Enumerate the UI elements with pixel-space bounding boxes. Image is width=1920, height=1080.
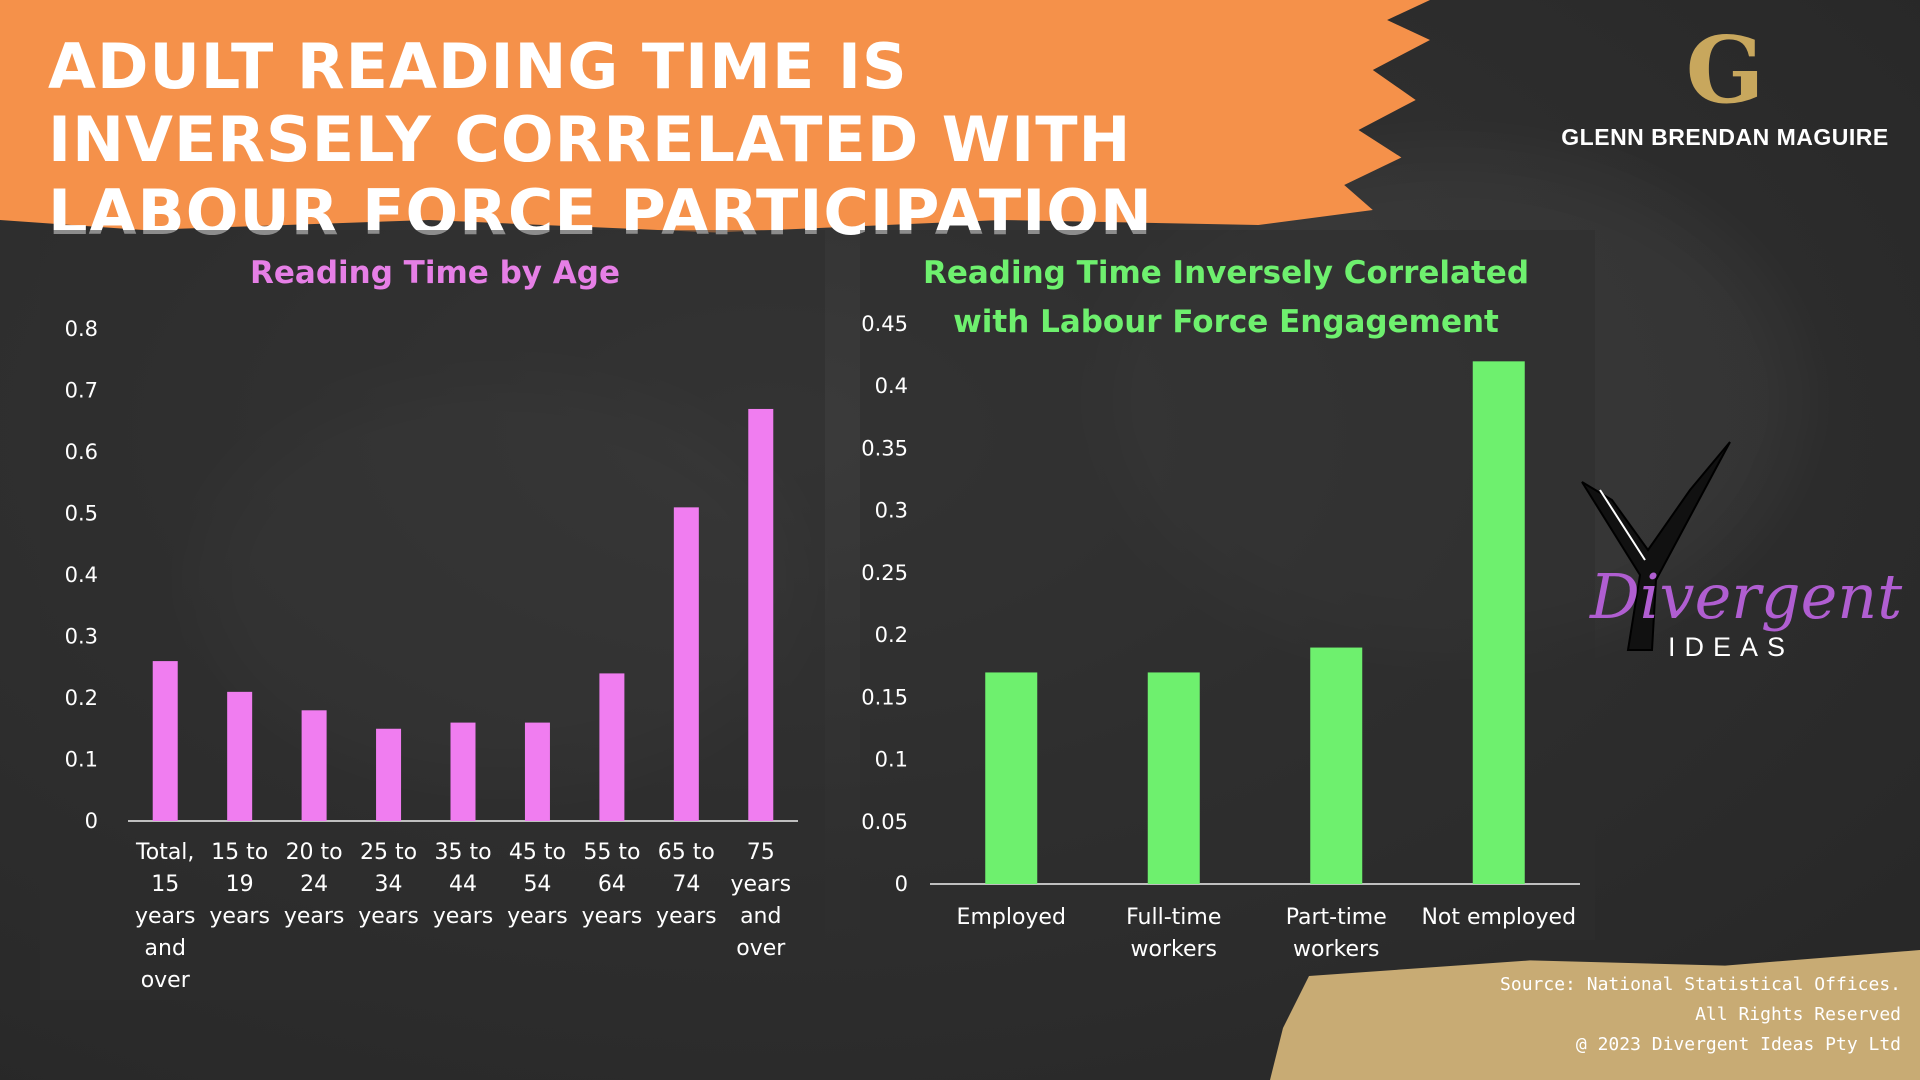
page-title: ADULT READING TIME IS INVERSELY CORRELAT… xyxy=(48,30,1153,249)
x-category-label: 15 xyxy=(151,872,179,897)
chart-title: Reading Time Inversely Correlated xyxy=(923,255,1529,291)
x-category-label: years xyxy=(433,904,494,929)
x-category-label: Part-time xyxy=(1286,905,1387,930)
x-category-label: Employed xyxy=(957,905,1066,930)
y-tick-label: 0.1 xyxy=(65,748,98,772)
x-category-label: over xyxy=(736,936,786,961)
x-category-label: Total, xyxy=(135,840,194,865)
y-tick-label: 0.4 xyxy=(875,374,908,398)
y-tick-label: 0.6 xyxy=(65,440,98,464)
ideas-wordmark: IDEAS xyxy=(1668,632,1795,662)
x-category-label: years xyxy=(582,904,643,929)
bar xyxy=(524,722,550,821)
chart-panel xyxy=(860,230,1595,940)
x-category-label: 55 to xyxy=(583,840,640,865)
x-category-label: 20 to xyxy=(286,840,343,865)
y-tick-label: 0.7 xyxy=(65,379,98,403)
y-tick-label: 0.4 xyxy=(65,563,98,587)
x-category-label: workers xyxy=(1131,937,1218,962)
y-tick-label: 0.8 xyxy=(65,317,98,341)
x-category-label: years xyxy=(507,904,568,929)
x-category-label: years xyxy=(731,872,792,897)
x-category-label: 75 xyxy=(747,840,775,865)
copyright-line: @ 2023 Divergent Ideas Pty Ltd xyxy=(1575,1034,1901,1055)
x-category-label: years xyxy=(135,904,196,929)
divergent-ideas-logo xyxy=(1581,441,1731,651)
y-tick-label: 0.3 xyxy=(875,499,908,523)
x-category-label: 24 xyxy=(300,872,328,897)
bar xyxy=(1472,361,1525,884)
x-category-label: 44 xyxy=(449,872,477,897)
x-category-label: 54 xyxy=(523,872,551,897)
bar xyxy=(1147,672,1200,884)
x-category-label: years xyxy=(358,904,419,929)
y-tick-label: 0 xyxy=(85,809,98,833)
source-note: Source: National Statistical Offices. Al… xyxy=(1500,970,1901,1060)
divergent-wordmark: Divergent xyxy=(1590,560,1903,633)
y-tick-label: 0.45 xyxy=(861,312,908,336)
bar xyxy=(748,408,774,821)
brand-logo: G xyxy=(1685,16,1765,124)
x-category-label: over xyxy=(141,968,191,993)
title-banner xyxy=(0,0,1430,233)
y-tick-label: 0.5 xyxy=(65,502,98,526)
x-category-label: Not employed xyxy=(1421,905,1576,930)
bar xyxy=(301,710,327,821)
y-tick-label: 0.3 xyxy=(65,625,98,649)
bar xyxy=(599,673,625,821)
bar xyxy=(673,507,699,821)
x-category-label: 35 to xyxy=(434,840,491,865)
x-category-label: Full-time xyxy=(1126,905,1221,930)
y-tick-label: 0.05 xyxy=(861,810,908,834)
x-category-label: workers xyxy=(1293,937,1380,962)
x-category-label: years xyxy=(209,904,270,929)
x-category-label: 34 xyxy=(375,872,403,897)
bar xyxy=(152,661,178,821)
bar xyxy=(985,672,1038,884)
x-category-label: years xyxy=(284,904,345,929)
x-category-label: 74 xyxy=(672,872,700,897)
x-category-label: 15 to xyxy=(211,840,268,865)
y-tick-label: 0.2 xyxy=(65,686,98,710)
y-tick-label: 0 xyxy=(895,872,908,896)
bar xyxy=(376,728,402,821)
chart-title: with Labour Force Engagement xyxy=(953,304,1499,340)
brand-name: GLENN BRENDAN MAGUIRE xyxy=(1561,124,1889,150)
bar xyxy=(450,722,476,821)
y-tick-label: 0.15 xyxy=(861,685,908,709)
footer-banner xyxy=(1270,950,1920,1080)
x-category-label: and xyxy=(145,936,186,961)
bar xyxy=(227,691,253,821)
y-tick-label: 0.1 xyxy=(875,748,908,772)
x-category-label: 25 to xyxy=(360,840,417,865)
x-category-label: 19 xyxy=(226,872,254,897)
y-tick-label: 0.25 xyxy=(861,561,908,585)
brand-block: G GLENN BRENDAN MAGUIRE xyxy=(1560,20,1890,151)
x-category-label: 65 to xyxy=(658,840,715,865)
x-category-label: 64 xyxy=(598,872,626,897)
source-line: Source: National Statistical Offices. xyxy=(1500,974,1901,995)
y-tick-label: 0.2 xyxy=(875,623,908,647)
chart-title: Reading Time by Age xyxy=(250,255,620,291)
rights-line: All Rights Reserved xyxy=(1695,1004,1901,1025)
x-category-label: 45 to xyxy=(509,840,566,865)
x-category-label: years xyxy=(656,904,717,929)
bar xyxy=(1310,647,1363,884)
y-tick-label: 0.35 xyxy=(861,436,908,460)
x-category-label: and xyxy=(740,904,781,929)
